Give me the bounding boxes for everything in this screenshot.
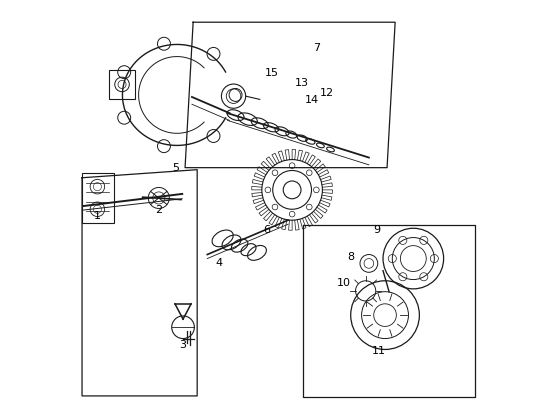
Text: 2: 2 [155, 205, 162, 215]
Text: 9: 9 [374, 225, 381, 235]
Text: 1: 1 [94, 211, 101, 221]
Text: 4: 4 [216, 258, 223, 267]
Text: 10: 10 [337, 278, 351, 288]
Text: 5: 5 [172, 163, 179, 173]
Text: 11: 11 [372, 347, 386, 356]
Text: 7: 7 [313, 44, 320, 53]
Text: 3: 3 [179, 341, 186, 350]
Text: 12: 12 [320, 88, 334, 98]
Text: 13: 13 [295, 78, 309, 88]
Text: 8: 8 [347, 252, 354, 261]
Text: 14: 14 [305, 95, 319, 105]
Text: 15: 15 [265, 68, 279, 78]
Text: 6: 6 [264, 225, 270, 235]
